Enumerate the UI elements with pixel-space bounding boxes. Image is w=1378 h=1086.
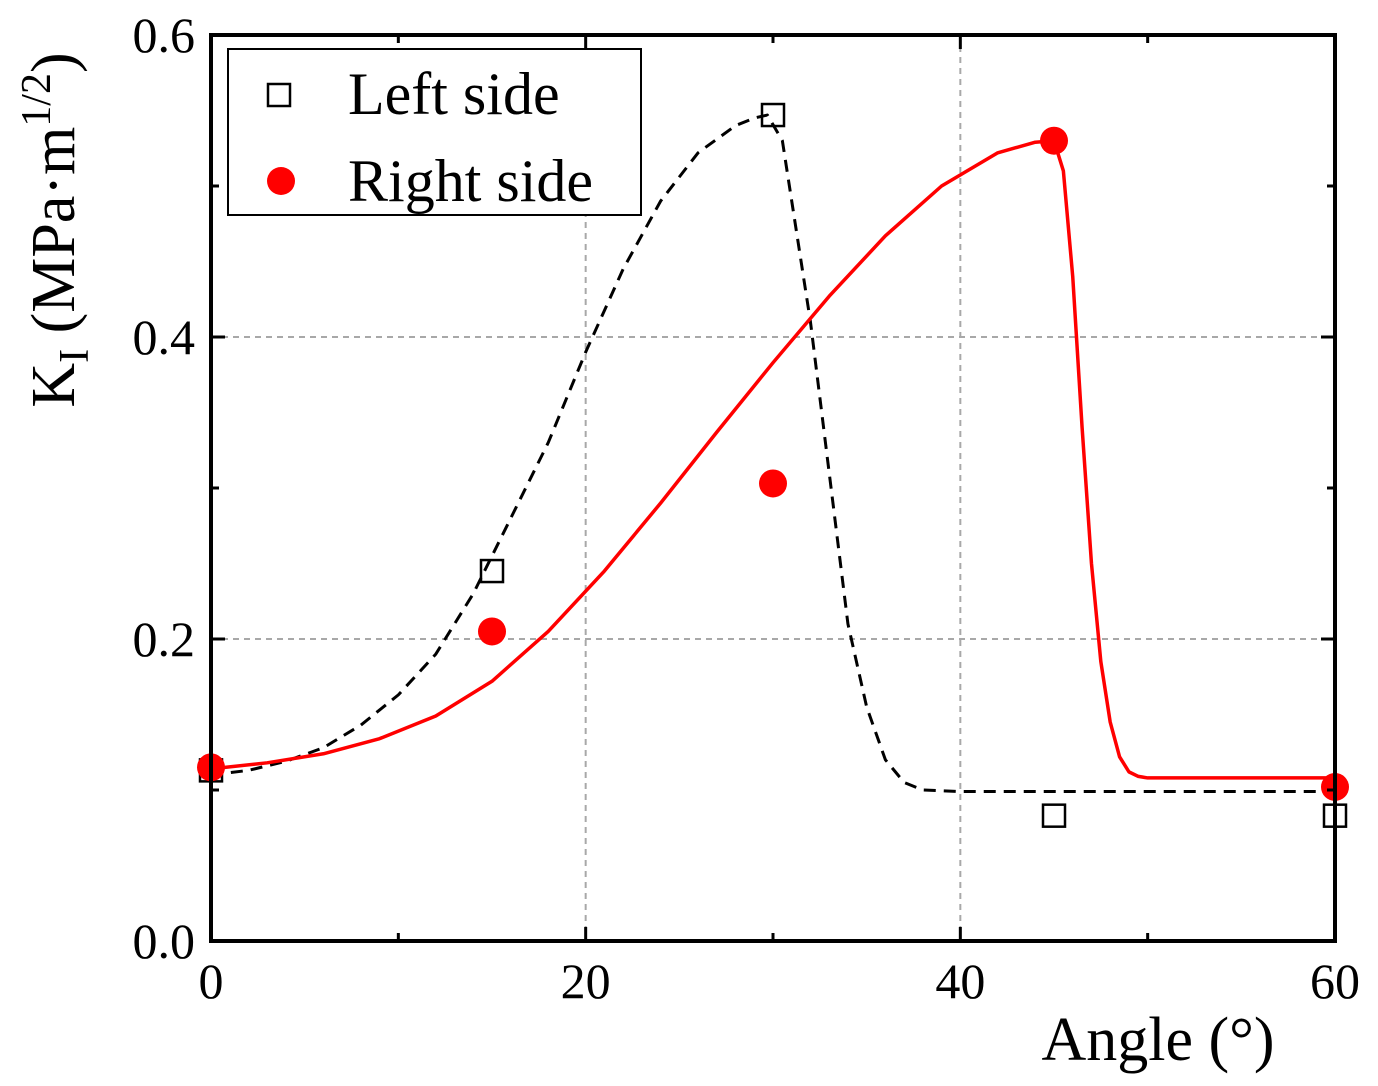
grid-lines <box>211 35 1335 941</box>
x-tick-label: 40 <box>935 953 985 1009</box>
y-axis-title-close: ) <box>20 52 88 73</box>
data-markers <box>197 102 1349 828</box>
y-axis-title-subscript: I <box>52 349 98 363</box>
legend-marker-right-side <box>267 167 295 195</box>
point-right-side <box>759 469 787 498</box>
legend-label-left-side: Left side <box>348 61 560 127</box>
point-left-side <box>479 558 505 584</box>
point-left-side <box>760 102 786 128</box>
x-tick-label: 20 <box>561 953 611 1009</box>
y-axis-title-main: K <box>20 363 88 408</box>
y-tick-label: 0.0 <box>133 913 196 969</box>
x-tick-label: 0 <box>199 953 224 1009</box>
point-right-side <box>1040 126 1068 155</box>
y-axis-title: KI (MPa·m1/2) <box>14 52 98 407</box>
point-left-side <box>1041 803 1067 828</box>
x-axis-title: Angle (°) <box>1041 1006 1274 1074</box>
y-axis-title-unit: (MPa·m <box>20 127 88 349</box>
y-tick-label: 0.2 <box>133 611 196 667</box>
legend: Left side Right side <box>227 48 642 216</box>
fit-curves <box>210 113 1335 794</box>
point-right-side <box>478 617 506 646</box>
legend-marker-left-side <box>266 82 292 108</box>
legend-box <box>227 48 642 216</box>
fit-curve-right-side <box>210 138 1335 780</box>
y-tick-label: 0.6 <box>133 7 196 63</box>
legend-label-right-side: Right side <box>348 148 593 214</box>
fit-curve-left-side <box>210 113 1335 794</box>
y-axis-title-power: 1/2 <box>14 73 60 127</box>
y-tick-label: 0.4 <box>133 309 196 365</box>
axis-ticks: 0 20 40 60 0.0 0.2 0.4 0.6 <box>133 7 1361 1009</box>
x-tick-label: 60 <box>1310 953 1360 1009</box>
